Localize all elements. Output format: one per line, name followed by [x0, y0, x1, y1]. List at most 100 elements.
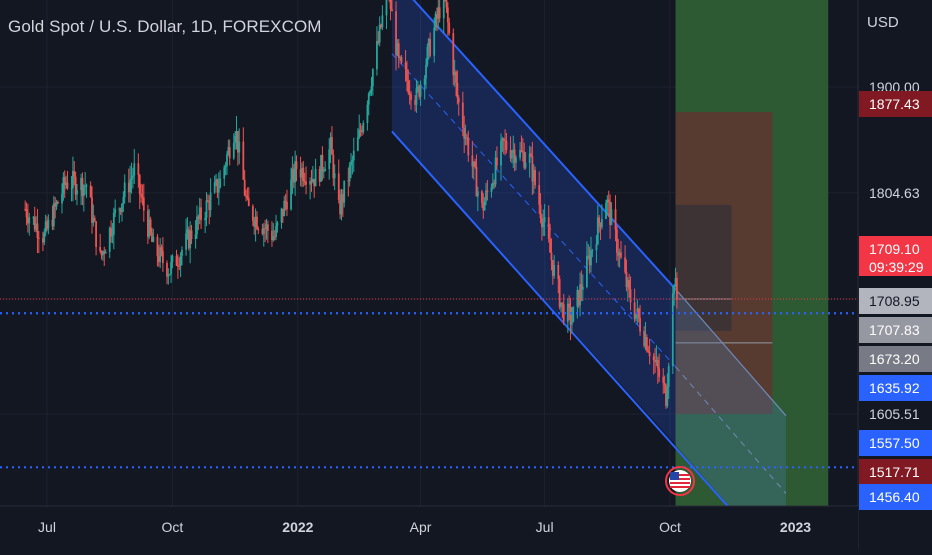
candle-body — [433, 27, 436, 56]
candle-body — [333, 173, 336, 179]
candle-body — [607, 199, 610, 202]
candle-body — [588, 255, 591, 266]
price-label-box — [859, 288, 932, 314]
candle-body — [196, 216, 198, 235]
candle-body — [302, 167, 305, 181]
candle-body — [305, 181, 307, 185]
candle-body — [295, 161, 298, 170]
price-axis[interactable]: 1900.001804.631605.511877.431709.1009:39… — [857, 0, 932, 550]
candle-body — [483, 201, 486, 211]
candle-body — [599, 223, 602, 228]
candle-body — [448, 22, 451, 34]
candle-body — [228, 147, 231, 159]
price-label: 1707.83 — [869, 322, 920, 338]
price-label: 1877.43 — [869, 96, 920, 112]
range-box — [675, 204, 732, 331]
candle-body — [310, 181, 313, 183]
candle-body — [652, 356, 655, 360]
candle-body — [121, 203, 123, 213]
flag-stripe — [670, 486, 690, 488]
candle-body — [587, 255, 590, 257]
candle-body — [347, 180, 350, 182]
candle-body — [331, 137, 333, 155]
candle-body — [181, 249, 183, 256]
candle-body — [381, 15, 384, 28]
candle-body — [455, 71, 457, 83]
candle-body — [262, 227, 265, 234]
candle-body — [569, 307, 572, 325]
candle-body — [406, 69, 408, 81]
candle-body — [44, 221, 47, 233]
position-zones — [675, 0, 829, 506]
candle-body — [92, 217, 95, 223]
candle-body — [130, 177, 133, 180]
candle-body — [414, 99, 417, 105]
candle-body — [43, 232, 46, 243]
candle-body — [328, 149, 331, 169]
candle-body — [283, 200, 286, 216]
candle-body — [148, 219, 151, 237]
x-tick-label: Apr — [410, 519, 432, 535]
candle-body — [253, 220, 256, 227]
candle-body — [493, 182, 496, 185]
candle-body — [425, 64, 427, 79]
candle-body — [122, 197, 125, 204]
candle-body — [610, 209, 613, 225]
candle-body — [137, 163, 140, 175]
candle-body — [675, 277, 678, 300]
candle-body — [410, 94, 412, 100]
candle-body — [348, 165, 351, 182]
candle-body — [371, 69, 374, 87]
candle-body — [111, 234, 114, 237]
candle-body — [76, 190, 78, 195]
candle-body — [186, 229, 189, 234]
price-label: 1708.95 — [869, 293, 920, 309]
candle-body — [442, 0, 445, 19]
candle-body — [445, 0, 448, 8]
time-axis[interactable]: Jul Oct 2022 Apr Jul Oct 2023 — [0, 505, 858, 550]
candle-body — [61, 193, 63, 204]
candle-body — [84, 185, 87, 187]
candle-body — [256, 216, 258, 229]
candle-body — [636, 308, 639, 314]
candle-body — [538, 185, 541, 205]
candle-body — [159, 247, 162, 262]
candle-body — [219, 178, 222, 188]
candle-body — [332, 154, 335, 179]
candle-body — [359, 129, 362, 131]
channel-lower — [391, 130, 773, 555]
candle-body — [467, 138, 470, 156]
candle-body — [541, 217, 543, 228]
time-axis-background — [0, 506, 858, 550]
candle-body — [577, 289, 580, 306]
candle-body — [216, 179, 219, 193]
candle-body — [206, 200, 209, 202]
candle-body — [281, 208, 284, 216]
candle-body — [35, 223, 37, 230]
x-tick-label: Oct — [162, 519, 184, 535]
candle-body — [341, 194, 344, 203]
candle-body — [166, 262, 168, 277]
price-label: 1557.50 — [869, 435, 920, 451]
candle-body — [463, 127, 466, 139]
candle-body — [343, 180, 346, 203]
price-label-box — [859, 375, 932, 401]
candle-body — [645, 337, 648, 351]
candle-body — [591, 250, 594, 252]
candle-body — [108, 227, 111, 252]
y-tick-label: 1804.63 — [869, 185, 920, 201]
candle-body — [418, 86, 421, 97]
candle-body — [378, 24, 381, 43]
x-tick-label: Jul — [38, 519, 56, 535]
candle-body — [513, 149, 516, 163]
candle-body — [396, 43, 399, 56]
candle-body — [157, 256, 160, 262]
us-flag-icon[interactable] — [665, 466, 695, 496]
candle-body — [369, 90, 372, 94]
candle-body — [658, 368, 661, 377]
candle-body — [486, 190, 489, 192]
candle-body — [494, 157, 497, 185]
candle-body — [665, 385, 667, 407]
